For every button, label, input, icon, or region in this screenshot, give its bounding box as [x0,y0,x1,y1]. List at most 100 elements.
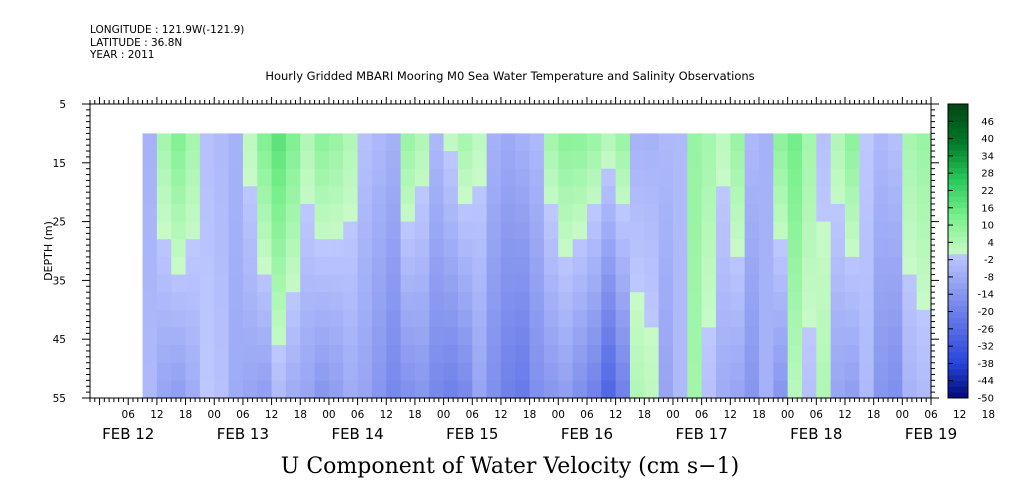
x-hour-label: 18 [867,409,880,421]
x-date-label: FEB 15 [446,425,498,443]
heatmap-cell [515,186,531,205]
heatmap-cell [730,309,746,329]
heatmap-cell [457,186,473,205]
heatmap-cell [500,362,516,381]
heatmap-cell [457,327,473,346]
heatmap-cell [371,168,387,187]
heatmap-cell [744,133,760,152]
colorbar-bin [948,196,968,203]
x-hour-label: 18 [982,409,995,421]
heatmap-cell [844,133,860,152]
x-hour-label: 06 [122,409,136,421]
colorbar-bin [948,357,968,364]
heatmap-cell [386,186,402,205]
heatmap-cell [529,186,545,205]
heatmap-cell [529,309,545,329]
heatmap-cell [472,345,488,364]
heatmap-cell [572,203,588,223]
colorbar-bin [948,340,968,347]
heatmap-cell [873,221,889,240]
colorbar-bin [948,167,968,174]
heatmap-cell [285,274,301,293]
heatmap-cell [171,186,187,205]
heatmap-cell [472,327,488,346]
heatmap-cell [586,274,602,293]
heatmap-cell [887,203,903,223]
heatmap-cell [185,362,201,381]
colorbar-bin [948,392,968,399]
heatmap-cell [529,327,545,346]
colorbar-bin [948,369,968,376]
heatmap-cell [343,151,359,170]
heatmap-cell [758,221,774,240]
colorbar-bin [948,104,968,111]
colorbar-bin [948,265,968,272]
heatmap-cell [701,256,717,276]
heatmap-cell [844,151,860,170]
heatmap-cell [472,274,488,293]
heatmap-cell [629,203,645,223]
heatmap-cell [730,380,746,399]
heatmap-cell [429,186,445,205]
heatmap-cell [214,274,230,293]
heatmap-cell [586,168,602,187]
heatmap-cell [844,292,860,311]
heatmap-cell [400,380,416,399]
y-tick-label: 25 [53,217,66,229]
colorbar-bin [948,150,968,157]
heatmap-cell [285,345,301,364]
heatmap-cell [773,239,789,258]
heatmap-cell [214,292,230,311]
heatmap-cell [257,309,273,329]
heatmap-cell [701,327,717,346]
heatmap-cell [357,292,373,311]
heatmap-cell [386,309,402,329]
heatmap-cell [357,309,373,329]
heatmap-cell [228,186,244,205]
heatmap-cell [687,151,703,170]
heatmap-cell [601,133,617,152]
heatmap-cell [787,151,803,170]
heatmap-cell [916,362,932,381]
heatmap-cell [744,168,760,187]
heatmap-cell [601,292,617,311]
heatmap-cell [816,256,832,276]
heatmap-cell [787,274,803,293]
heatmap-cell [242,203,258,223]
heatmap-cell [300,168,316,187]
heatmap-cell [629,345,645,364]
heatmap-cell [457,380,473,399]
heatmap-cell [586,380,602,399]
x-date-label: FEB 18 [790,425,842,443]
heatmap-cell [902,133,918,152]
heatmap-cell [257,151,273,170]
heatmap-cell [371,239,387,258]
heatmap-cell [572,274,588,293]
heatmap-cell [859,380,875,399]
heatmap-cell [830,221,846,240]
heatmap-cell [271,186,287,205]
heatmap-cell [558,151,574,170]
heatmap-cell [257,133,273,152]
heatmap-cell [773,345,789,364]
heatmap-cell [701,380,717,399]
heatmap-cell [242,292,258,311]
heatmap-cell [615,327,631,346]
heatmap-cell [386,345,402,364]
heatmap-cell [873,186,889,205]
heatmap-cell [515,203,531,223]
heatmap-cell [343,345,359,364]
heatmap-cell [171,203,187,223]
heatmap-cell [142,133,158,152]
heatmap-cell [830,186,846,205]
heatmap-cell [873,345,889,364]
heatmap-cell [715,380,731,399]
heatmap-cell [472,221,488,240]
heatmap-cell [429,292,445,311]
heatmap-cell [529,239,545,258]
heatmap-cell [486,203,502,223]
heatmap-cell [902,292,918,311]
colorbar-bin [948,144,968,151]
heatmap-cell [443,203,459,223]
heatmap-cell [615,380,631,399]
